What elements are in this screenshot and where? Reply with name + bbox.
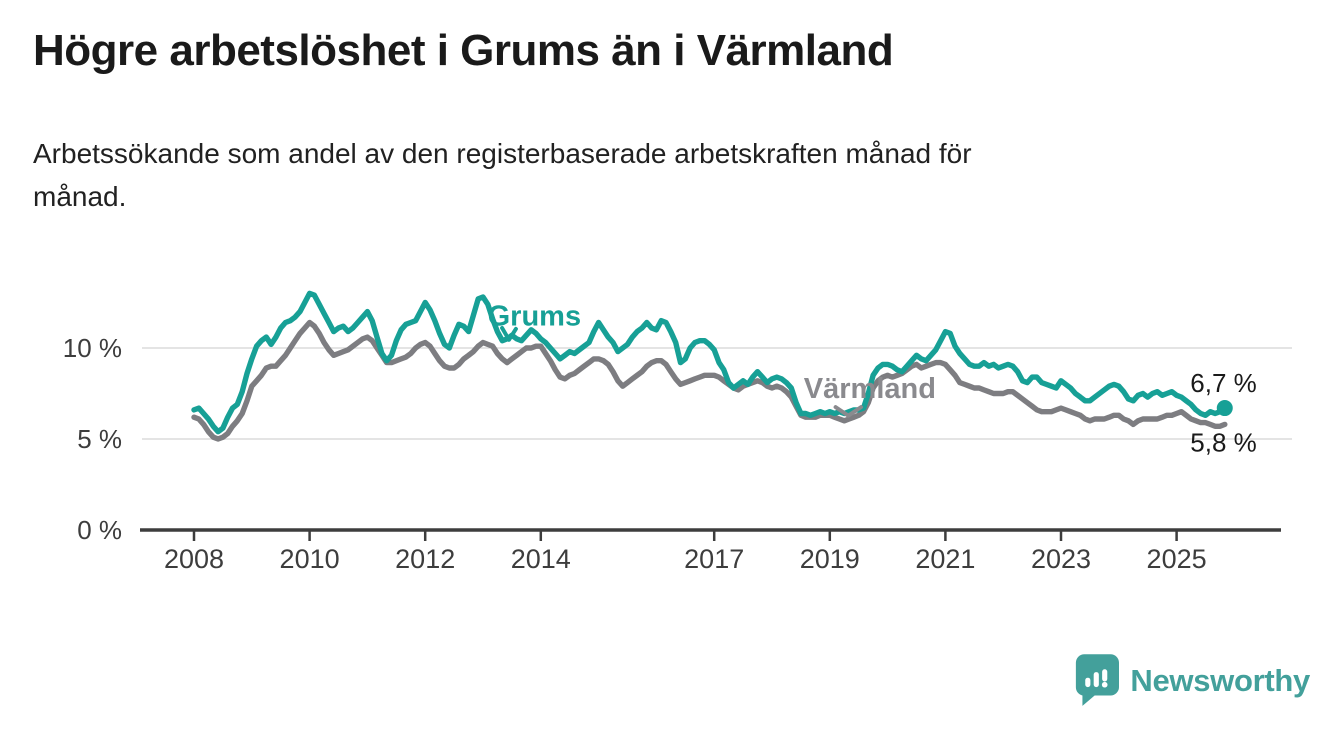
bar-small xyxy=(1085,677,1091,688)
newsworthy-bubble-chart-icon xyxy=(1076,654,1120,706)
x-tick-label-2008: 2008 xyxy=(164,544,224,574)
x-tick-label-2019: 2019 xyxy=(800,544,860,574)
x-tick-label-2014: 2014 xyxy=(511,544,571,574)
varmland-line xyxy=(191,319,1228,442)
newsworthy-logo: Newsworthy xyxy=(1074,653,1310,708)
x-tick-label-2025: 2025 xyxy=(1147,544,1207,574)
bar-tall xyxy=(1102,669,1108,682)
brand-wordmark: Newsworthy xyxy=(1130,662,1310,698)
page-title: Högre arbetslöshet i Grums än i Värmland xyxy=(33,26,894,75)
bar-medium xyxy=(1094,672,1100,688)
x-tick-label-2010: 2010 xyxy=(280,544,340,574)
y-tick-label-0: 0 % xyxy=(77,515,122,545)
grums-line xyxy=(191,290,1228,435)
y-tick-label-10: 10 % xyxy=(63,333,122,363)
x-tick-label-2012: 2012 xyxy=(395,544,455,574)
chart-subtitle: Arbetssökande som andel av den registerb… xyxy=(33,138,972,213)
x-tick-label-2021: 2021 xyxy=(915,544,975,574)
grums-end-value-label: 6,7 % xyxy=(1190,368,1257,398)
exclamation-dot xyxy=(1102,681,1108,688)
x-tick-label-2023: 2023 xyxy=(1031,544,1091,574)
y-tick-label-5: 5 % xyxy=(77,424,122,454)
grums-end-dot xyxy=(1216,400,1233,417)
varmland-series-label: Värmland xyxy=(804,373,936,405)
varmland-end-value-label: 5,8 % xyxy=(1190,427,1257,457)
varmland-pointer-chevron-icon xyxy=(833,405,863,418)
x-tick-label-2017: 2017 xyxy=(684,544,744,574)
grums-pointer-chevron-icon xyxy=(500,326,518,342)
